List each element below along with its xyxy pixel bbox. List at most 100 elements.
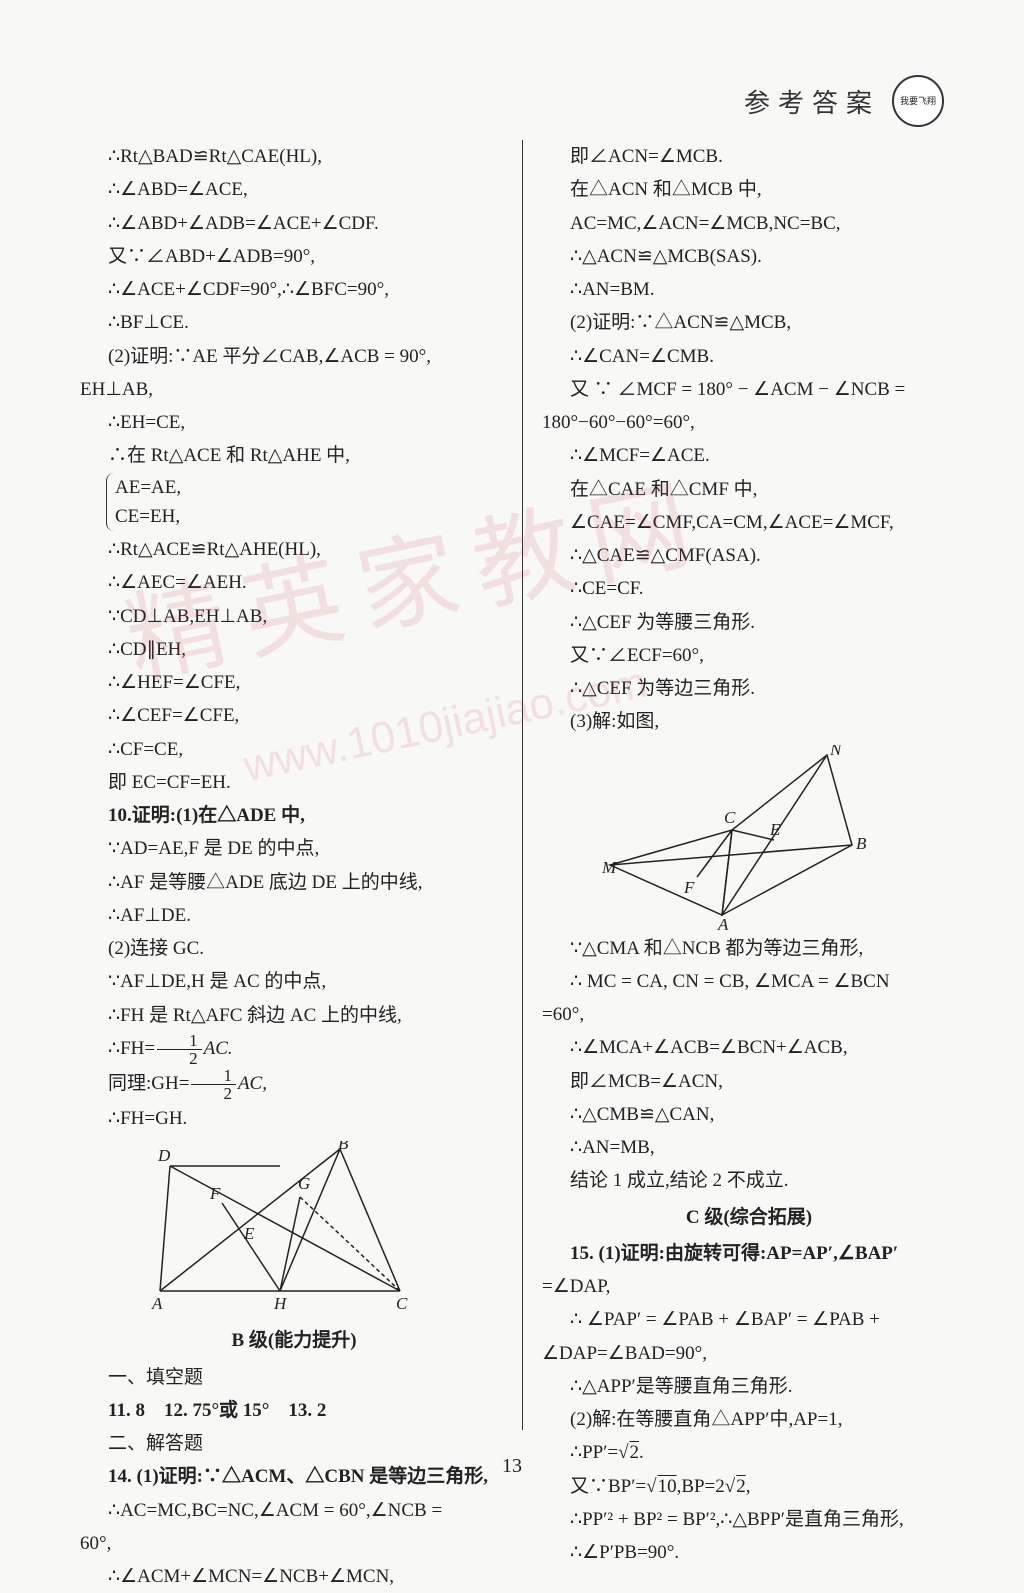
header-title: 参考答案	[744, 83, 880, 120]
svg-text:A: A	[717, 915, 729, 930]
text-line: 又∵∠ECF=60°,	[542, 639, 956, 672]
eq-pre: 同理:GH=	[108, 1073, 189, 1094]
text-line: 即 EC=CF=EH.	[80, 766, 508, 799]
text-line: ∴ MC = CA, CN = CB, ∠MCA = ∠BCN	[542, 965, 956, 998]
svg-text:G: G	[298, 1174, 310, 1193]
text-line: ∴Rt△BAD≌Rt△CAE(HL),	[80, 140, 508, 173]
eq-pre: ∴FH=	[108, 1038, 155, 1059]
frac-num: 1	[191, 1067, 236, 1085]
gh-equation: 同理:GH=12AC,	[80, 1067, 508, 1102]
svg-text:F: F	[209, 1184, 221, 1203]
level-b-title: B 级(能力提升)	[80, 1324, 508, 1357]
text-line: ∴△CEF 为等边三角形.	[542, 672, 956, 705]
level-c-title: C 级(综合拓展)	[542, 1201, 956, 1234]
text-line: ∴CF=CE,	[80, 733, 508, 766]
brace-group: AE=AE, CE=EH,	[106, 473, 181, 532]
text-line: 一、填空题	[80, 1361, 508, 1394]
fraction: 12	[191, 1067, 236, 1102]
text-line: ∴BF⊥CE.	[80, 306, 508, 339]
text-line: ∴AN=BM.	[542, 273, 956, 306]
text-line: ∵AD=AE,F 是 DE 的中点,	[80, 832, 508, 865]
text-line: ∴∠CEF=∠CFE,	[80, 699, 508, 732]
text-line: ∴△CAE≌△CMF(ASA).	[542, 539, 956, 572]
text-line: 在△CAE 和△CMF 中,	[542, 473, 956, 506]
text-line: ∠CAE=∠CMF,CA=CM,∠ACE=∠MCF,	[542, 506, 956, 539]
text-line: 结论 1 成立,结论 2 不成立.	[542, 1164, 956, 1197]
text-line: (2)证明:∵△ACN≌△MCB,	[542, 306, 956, 339]
svg-text:M: M	[602, 858, 617, 877]
text-line: ∴∠ACM+∠MCN=∠NCB+∠MCN,	[80, 1560, 508, 1593]
text-line: (2)证明:∵AE 平分∠CAB,∠ACB = 90°,	[80, 340, 508, 373]
text-line: ∴AN=MB,	[542, 1131, 956, 1164]
text-line: =60°,	[542, 998, 956, 1031]
text-line: ∴∠ABD=∠ACE,	[80, 173, 508, 206]
sqrt-val: 2	[735, 1476, 746, 1497]
text-line: ∴FH 是 Rt△AFC 斜边 AC 上的中线,	[80, 999, 508, 1032]
q11-13-text: 11. 8 12. 75°或 15° 13. 2	[108, 1400, 326, 1421]
text-line: ∴CE=CF.	[542, 572, 956, 605]
eq-mid: ,BP=2	[677, 1476, 725, 1497]
text-line: ∴AC=MC,BC=NC,∠ACM = 60°,∠NCB =	[80, 1494, 508, 1527]
fh-equation: ∴FH=12AC.	[80, 1032, 508, 1067]
text-line: EH⊥AB,	[80, 373, 508, 406]
column-divider	[522, 140, 523, 1430]
svg-text:E: E	[769, 820, 781, 839]
svg-text:E: E	[243, 1224, 255, 1243]
geometry-diagram-2: M A B C N F E	[602, 745, 872, 930]
geometry-diagram-1: A H C D B F E G	[140, 1141, 430, 1321]
svg-text:A: A	[151, 1294, 163, 1313]
eq-post: AC,	[238, 1073, 267, 1094]
text-line: 60°,	[80, 1527, 508, 1560]
text-line: ∴∠ABD+∠ADB=∠ACE+∠CDF.	[80, 207, 508, 240]
text-line: 即∠ACN=∠MCB.	[542, 140, 956, 173]
question-10: 10.证明:(1)在△ADE 中,	[80, 799, 508, 832]
eq-pre: 又∵BP′=	[570, 1476, 646, 1497]
fraction: 12	[157, 1032, 202, 1067]
q11-13: 11. 8 12. 75°或 15° 13. 2	[80, 1394, 508, 1427]
right-column: 即∠ACN=∠MCB. 在△ACN 和△MCB 中, AC=MC,∠ACN=∠M…	[522, 140, 964, 1460]
text-line: ∴∠MCA+∠ACB=∠BCN+∠ACB,	[542, 1031, 956, 1064]
text-line: AC=MC,∠ACN=∠MCB,NC=BC,	[542, 207, 956, 240]
text-line: ∴ ∠PAP′ = ∠PAB + ∠BAP′ = ∠PAB +	[542, 1303, 956, 1336]
text-line: (2)解:在等腰直角△APP′中,AP=1,	[542, 1403, 956, 1436]
page-number: 13	[0, 1455, 1024, 1478]
text-line: ∴∠CAN=∠CMB.	[542, 340, 956, 373]
svg-text:B: B	[856, 834, 867, 853]
text-line: ∴在 Rt△ACE 和 Rt△AHE 中,	[80, 439, 508, 472]
svg-text:B: B	[338, 1141, 349, 1153]
text-line: ∴EH=CE,	[80, 406, 508, 439]
q10-text: 10.证明:(1)在△ADE 中,	[108, 805, 305, 826]
svg-text:C: C	[396, 1294, 408, 1313]
frac-den: 2	[191, 1085, 236, 1102]
text-line: 又 ∵ ∠MCF = 180° − ∠ACM − ∠NCB =	[542, 373, 956, 406]
text-line: ∴FH=GH.	[80, 1102, 508, 1135]
text-line: ∠DAP=∠BAD=90°,	[542, 1337, 956, 1370]
text-line: (3)解:如图,	[542, 705, 956, 738]
text-line: ∴△ACN≌△MCB(SAS).	[542, 240, 956, 273]
text-line: ∴△APP′是等腰直角三角形.	[542, 1370, 956, 1403]
text-line: ∵AF⊥DE,H 是 AC 的中点,	[80, 965, 508, 998]
text-line: ∴Rt△ACE≌Rt△AHE(HL),	[80, 533, 508, 566]
frac-num: 1	[157, 1032, 202, 1050]
text-line: 即∠MCB=∠ACN,	[542, 1065, 956, 1098]
text-line: ∴AF⊥DE.	[80, 899, 508, 932]
svg-text:H: H	[273, 1294, 288, 1313]
text-line: ∴∠AEC=∠AEH.	[80, 566, 508, 599]
text-line: 又∵∠ABD+∠ADB=90°,	[80, 240, 508, 273]
text-line: ∴PP′² + BP² = BP′²,∴△BPP′是直角三角形,	[542, 1503, 956, 1536]
frac-den: 2	[157, 1050, 202, 1067]
text-line: ∴∠P′PB=90°.	[542, 1536, 956, 1569]
text-line: =∠DAP,	[542, 1270, 956, 1303]
text-line: ∴△CEF 为等腰三角形.	[542, 606, 956, 639]
left-column: ∴Rt△BAD≌Rt△CAE(HL), ∴∠ABD=∠ACE, ∴∠ABD+∠A…	[80, 140, 522, 1460]
text-line: ∴∠MCF=∠ACE.	[542, 439, 956, 472]
text-line: ∴△CMB≌△CAN,	[542, 1098, 956, 1131]
figure-right: M A B C N F E	[602, 745, 956, 930]
text-line: ∴∠ACE+∠CDF=90°,∴∠BFC=90°,	[80, 273, 508, 306]
text-line: 180°−60°−60°=60°,	[542, 406, 956, 439]
question-15: 15. (1)证明:由旋转可得:AP=AP′,∠BAP′	[542, 1237, 956, 1270]
eq-suf: ,	[746, 1476, 751, 1497]
text-line: (2)连接 GC.	[80, 932, 508, 965]
svg-text:C: C	[724, 808, 736, 827]
text-line: 在△ACN 和△MCB 中,	[542, 173, 956, 206]
